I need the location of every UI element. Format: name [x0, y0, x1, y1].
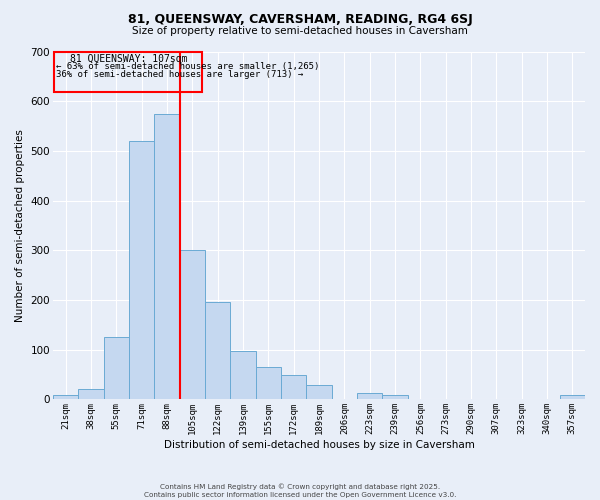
X-axis label: Distribution of semi-detached houses by size in Caversham: Distribution of semi-detached houses by …: [164, 440, 475, 450]
Bar: [256, 367, 281, 400]
Bar: [54, 52, 202, 92]
Y-axis label: Number of semi-detached properties: Number of semi-detached properties: [15, 129, 25, 322]
Text: 36% of semi-detached houses are larger (713) →: 36% of semi-detached houses are larger (…: [56, 70, 304, 80]
Bar: [154, 114, 179, 400]
Bar: [78, 390, 104, 400]
Text: 81, QUEENSWAY, CAVERSHAM, READING, RG4 6SJ: 81, QUEENSWAY, CAVERSHAM, READING, RG4 6…: [128, 12, 472, 26]
Bar: [53, 396, 78, 400]
Bar: [560, 396, 585, 400]
Text: Contains HM Land Registry data © Crown copyright and database right 2025.
Contai: Contains HM Land Registry data © Crown c…: [144, 484, 456, 498]
Text: ← 63% of semi-detached houses are smaller (1,265): ← 63% of semi-detached houses are smalle…: [56, 62, 320, 72]
Bar: [281, 374, 307, 400]
Bar: [129, 141, 154, 400]
Bar: [357, 394, 382, 400]
Bar: [230, 350, 256, 400]
Bar: [104, 338, 129, 400]
Bar: [382, 396, 407, 400]
Bar: [179, 250, 205, 400]
Text: Size of property relative to semi-detached houses in Caversham: Size of property relative to semi-detach…: [132, 26, 468, 36]
Bar: [307, 384, 332, 400]
Text: 81 QUEENSWAY: 107sqm: 81 QUEENSWAY: 107sqm: [70, 54, 187, 64]
Bar: [205, 302, 230, 400]
